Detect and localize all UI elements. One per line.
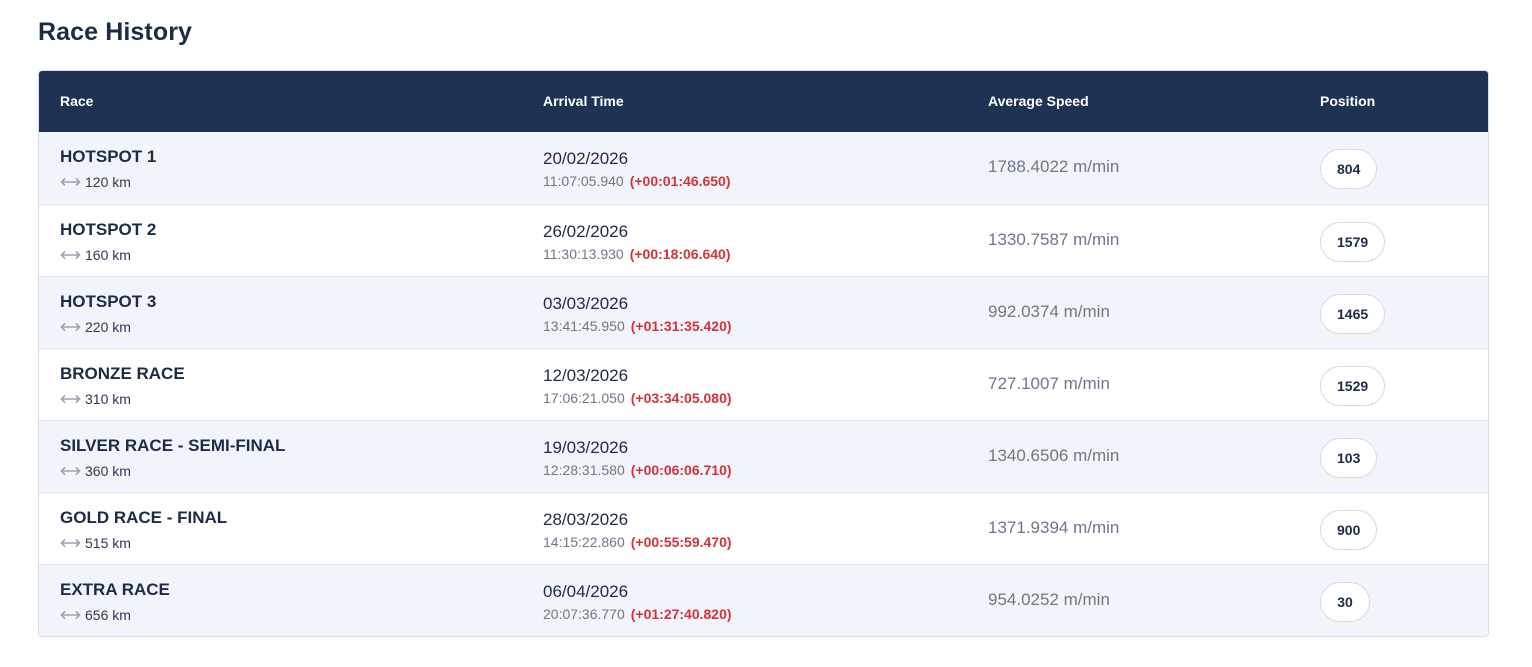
- race-name: SILVER RACE - SEMI-FINAL: [60, 436, 286, 455]
- table-row[interactable]: HOTSPOT 1 120 km 20/02/2026 11:07:05.940…: [39, 132, 1488, 204]
- race-distance-value: 515 km: [85, 535, 131, 551]
- arrival-date: 26/02/2026: [543, 222, 629, 241]
- race-distance-value: 360 km: [85, 463, 131, 479]
- race-distance-value: 220 km: [85, 319, 131, 335]
- arrival-time: 11:30:13.930: [543, 246, 624, 262]
- table-row[interactable]: SILVER RACE - SEMI-FINAL 360 km 19/03/20…: [39, 420, 1488, 492]
- horizontal-double-arrow-icon: [60, 250, 81, 260]
- position-badge: 1465: [1320, 294, 1386, 334]
- arrival-time-line: 17:06:21.050 (+03:34:05.080): [543, 390, 732, 406]
- arrival-time: 17:06:21.050: [543, 390, 625, 406]
- time-gap: (+00:01:46.650): [629, 173, 731, 189]
- arrival-date: 03/03/2026: [543, 294, 629, 313]
- race-distance: 220 km: [60, 319, 131, 335]
- race-distance: 515 km: [60, 535, 131, 551]
- average-speed: 1788.4022 m/min: [988, 157, 1120, 176]
- arrival-time-line: 20:07:36.770 (+01:27:40.820): [543, 606, 732, 622]
- race-name: EXTRA RACE: [60, 580, 170, 599]
- average-speed: 1330.7587 m/min: [988, 230, 1120, 249]
- race-distance-value: 160 km: [85, 247, 131, 263]
- table-row[interactable]: HOTSPOT 3 220 km 03/03/2026 13:41:45.950…: [39, 276, 1488, 348]
- table-row[interactable]: BRONZE RACE 310 km 12/03/2026 17:06:21.0…: [39, 348, 1488, 420]
- race-history-table: Race Arrival Time Average Speed Position…: [38, 70, 1489, 637]
- arrival-time: 11:07:05.940: [543, 173, 624, 189]
- arrival-time: 14:15:22.860: [543, 534, 625, 550]
- time-gap: (+01:27:40.820): [630, 606, 732, 622]
- arrival-time-line: 13:41:45.950 (+01:31:35.420): [543, 318, 732, 334]
- horizontal-double-arrow-icon: [60, 177, 81, 187]
- horizontal-double-arrow-icon: [60, 538, 81, 548]
- position-badge: 103: [1320, 438, 1378, 478]
- arrival-date: 12/03/2026: [543, 366, 629, 385]
- column-header-arrival-time: Arrival Time: [543, 93, 624, 109]
- arrival-date: 06/04/2026: [543, 582, 629, 601]
- column-header-average-speed: Average Speed: [988, 93, 1089, 109]
- page-title: Race History: [38, 18, 193, 46]
- arrival-time-line: 11:30:13.930 (+00:18:06.640): [543, 246, 731, 262]
- race-distance: 360 km: [60, 463, 131, 479]
- position-badge: 1529: [1320, 366, 1386, 406]
- arrival-time-line: 11:07:05.940 (+00:01:46.650): [543, 173, 731, 189]
- horizontal-double-arrow-icon: [60, 610, 81, 620]
- time-gap: (+00:55:59.470): [630, 534, 732, 550]
- position-badge: 900: [1320, 510, 1378, 550]
- arrival-time-line: 14:15:22.860 (+00:55:59.470): [543, 534, 732, 550]
- position-badge: 1579: [1320, 222, 1386, 262]
- time-gap: (+00:18:06.640): [629, 246, 731, 262]
- position-badge: 804: [1320, 149, 1378, 189]
- race-distance: 120 km: [60, 174, 131, 190]
- average-speed: 992.0374 m/min: [988, 302, 1110, 321]
- horizontal-double-arrow-icon: [60, 466, 81, 476]
- time-gap: (+03:34:05.080): [630, 390, 732, 406]
- arrival-time: 13:41:45.950: [543, 318, 625, 334]
- average-speed: 954.0252 m/min: [988, 590, 1110, 609]
- race-distance-value: 310 km: [85, 391, 131, 407]
- race-name: HOTSPOT 3: [60, 292, 157, 311]
- arrival-time: 20:07:36.770: [543, 606, 625, 622]
- position-badge: 30: [1320, 582, 1370, 622]
- column-header-position: Position: [1320, 93, 1376, 109]
- arrival-time: 12:28:31.580: [543, 462, 625, 478]
- race-name: BRONZE RACE: [60, 364, 185, 383]
- table-body: HOTSPOT 1 120 km 20/02/2026 11:07:05.940…: [39, 132, 1488, 636]
- race-name: HOTSPOT 2: [60, 220, 157, 239]
- time-gap: (+01:31:35.420): [630, 318, 732, 334]
- arrival-date: 28/03/2026: [543, 510, 629, 529]
- race-name: HOTSPOT 1: [60, 147, 157, 166]
- horizontal-double-arrow-icon: [60, 394, 81, 404]
- race-distance-value: 120 km: [85, 174, 131, 190]
- race-distance: 656 km: [60, 607, 131, 623]
- arrival-time-line: 12:28:31.580 (+00:06:06.710): [543, 462, 732, 478]
- time-gap: (+00:06:06.710): [630, 462, 732, 478]
- average-speed: 727.1007 m/min: [988, 374, 1110, 393]
- table-header: Race Arrival Time Average Speed Position: [39, 71, 1488, 132]
- table-row[interactable]: EXTRA RACE 656 km 06/04/2026 20:07:36.77…: [39, 564, 1488, 636]
- table-row[interactable]: GOLD RACE - FINAL 515 km 28/03/2026 14:1…: [39, 492, 1488, 564]
- arrival-date: 19/03/2026: [543, 438, 629, 457]
- arrival-date: 20/02/2026: [543, 149, 629, 168]
- race-distance-value: 656 km: [85, 607, 131, 623]
- column-header-race: Race: [60, 93, 94, 109]
- race-distance: 160 km: [60, 247, 131, 263]
- race-distance: 310 km: [60, 391, 131, 407]
- race-name: GOLD RACE - FINAL: [60, 508, 228, 527]
- horizontal-double-arrow-icon: [60, 322, 81, 332]
- average-speed: 1371.9394 m/min: [988, 518, 1120, 537]
- table-row[interactable]: HOTSPOT 2 160 km 26/02/2026 11:30:13.930…: [39, 204, 1488, 276]
- average-speed: 1340.6506 m/min: [988, 446, 1120, 465]
